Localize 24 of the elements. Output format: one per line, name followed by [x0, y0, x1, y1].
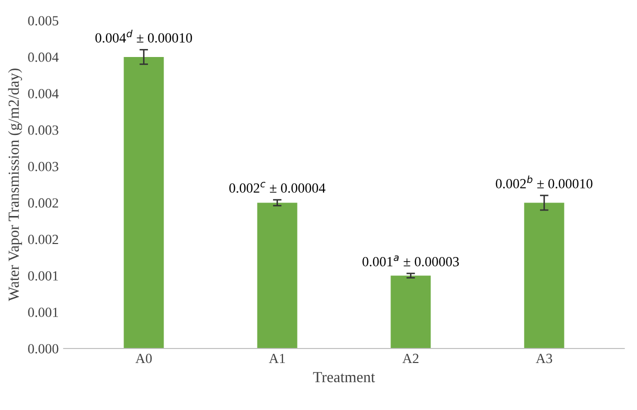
bar — [257, 202, 298, 348]
x-tick-label: A3 — [536, 354, 552, 364]
x-tick-label: A0 — [135, 354, 152, 364]
bar — [124, 56, 164, 348]
x-tick-label: A1 — [268, 354, 285, 363]
x-tick-label: A2 — [402, 354, 418, 363]
y-tick-label: 0.004 — [28, 88, 59, 98]
y-tick-label: 0.001 — [28, 308, 58, 318]
data-label: 0.001$^{a}$ ± 0.00003 — [362, 255, 459, 266]
y-tick-label: 0.003 — [28, 162, 58, 172]
y-axis-title: Water Vapor Transmission (g/m2/day) — [8, 68, 22, 302]
y-tick-label: 0.002 — [28, 234, 58, 244]
bar — [390, 276, 431, 348]
data-label: 0.004$^{d}$ ± 0.00010 — [95, 30, 192, 43]
y-tick-label: 0.003 — [28, 125, 58, 135]
y-tick-label: 0.001 — [28, 271, 58, 281]
bar — [524, 202, 564, 348]
x-axis-title: Treatment — [313, 372, 376, 382]
y-tick-label: 0.002 — [28, 198, 58, 208]
y-tick-label: 0.005 — [28, 16, 58, 26]
data-label: 0.002$^{b}$ ± 0.00010 — [496, 176, 592, 188]
data-label: 0.002$^{c}$ ± 0.00004 — [229, 182, 326, 193]
y-tick-label: 0.004 — [28, 52, 59, 62]
y-tick-label: 0.000 — [28, 344, 58, 354]
